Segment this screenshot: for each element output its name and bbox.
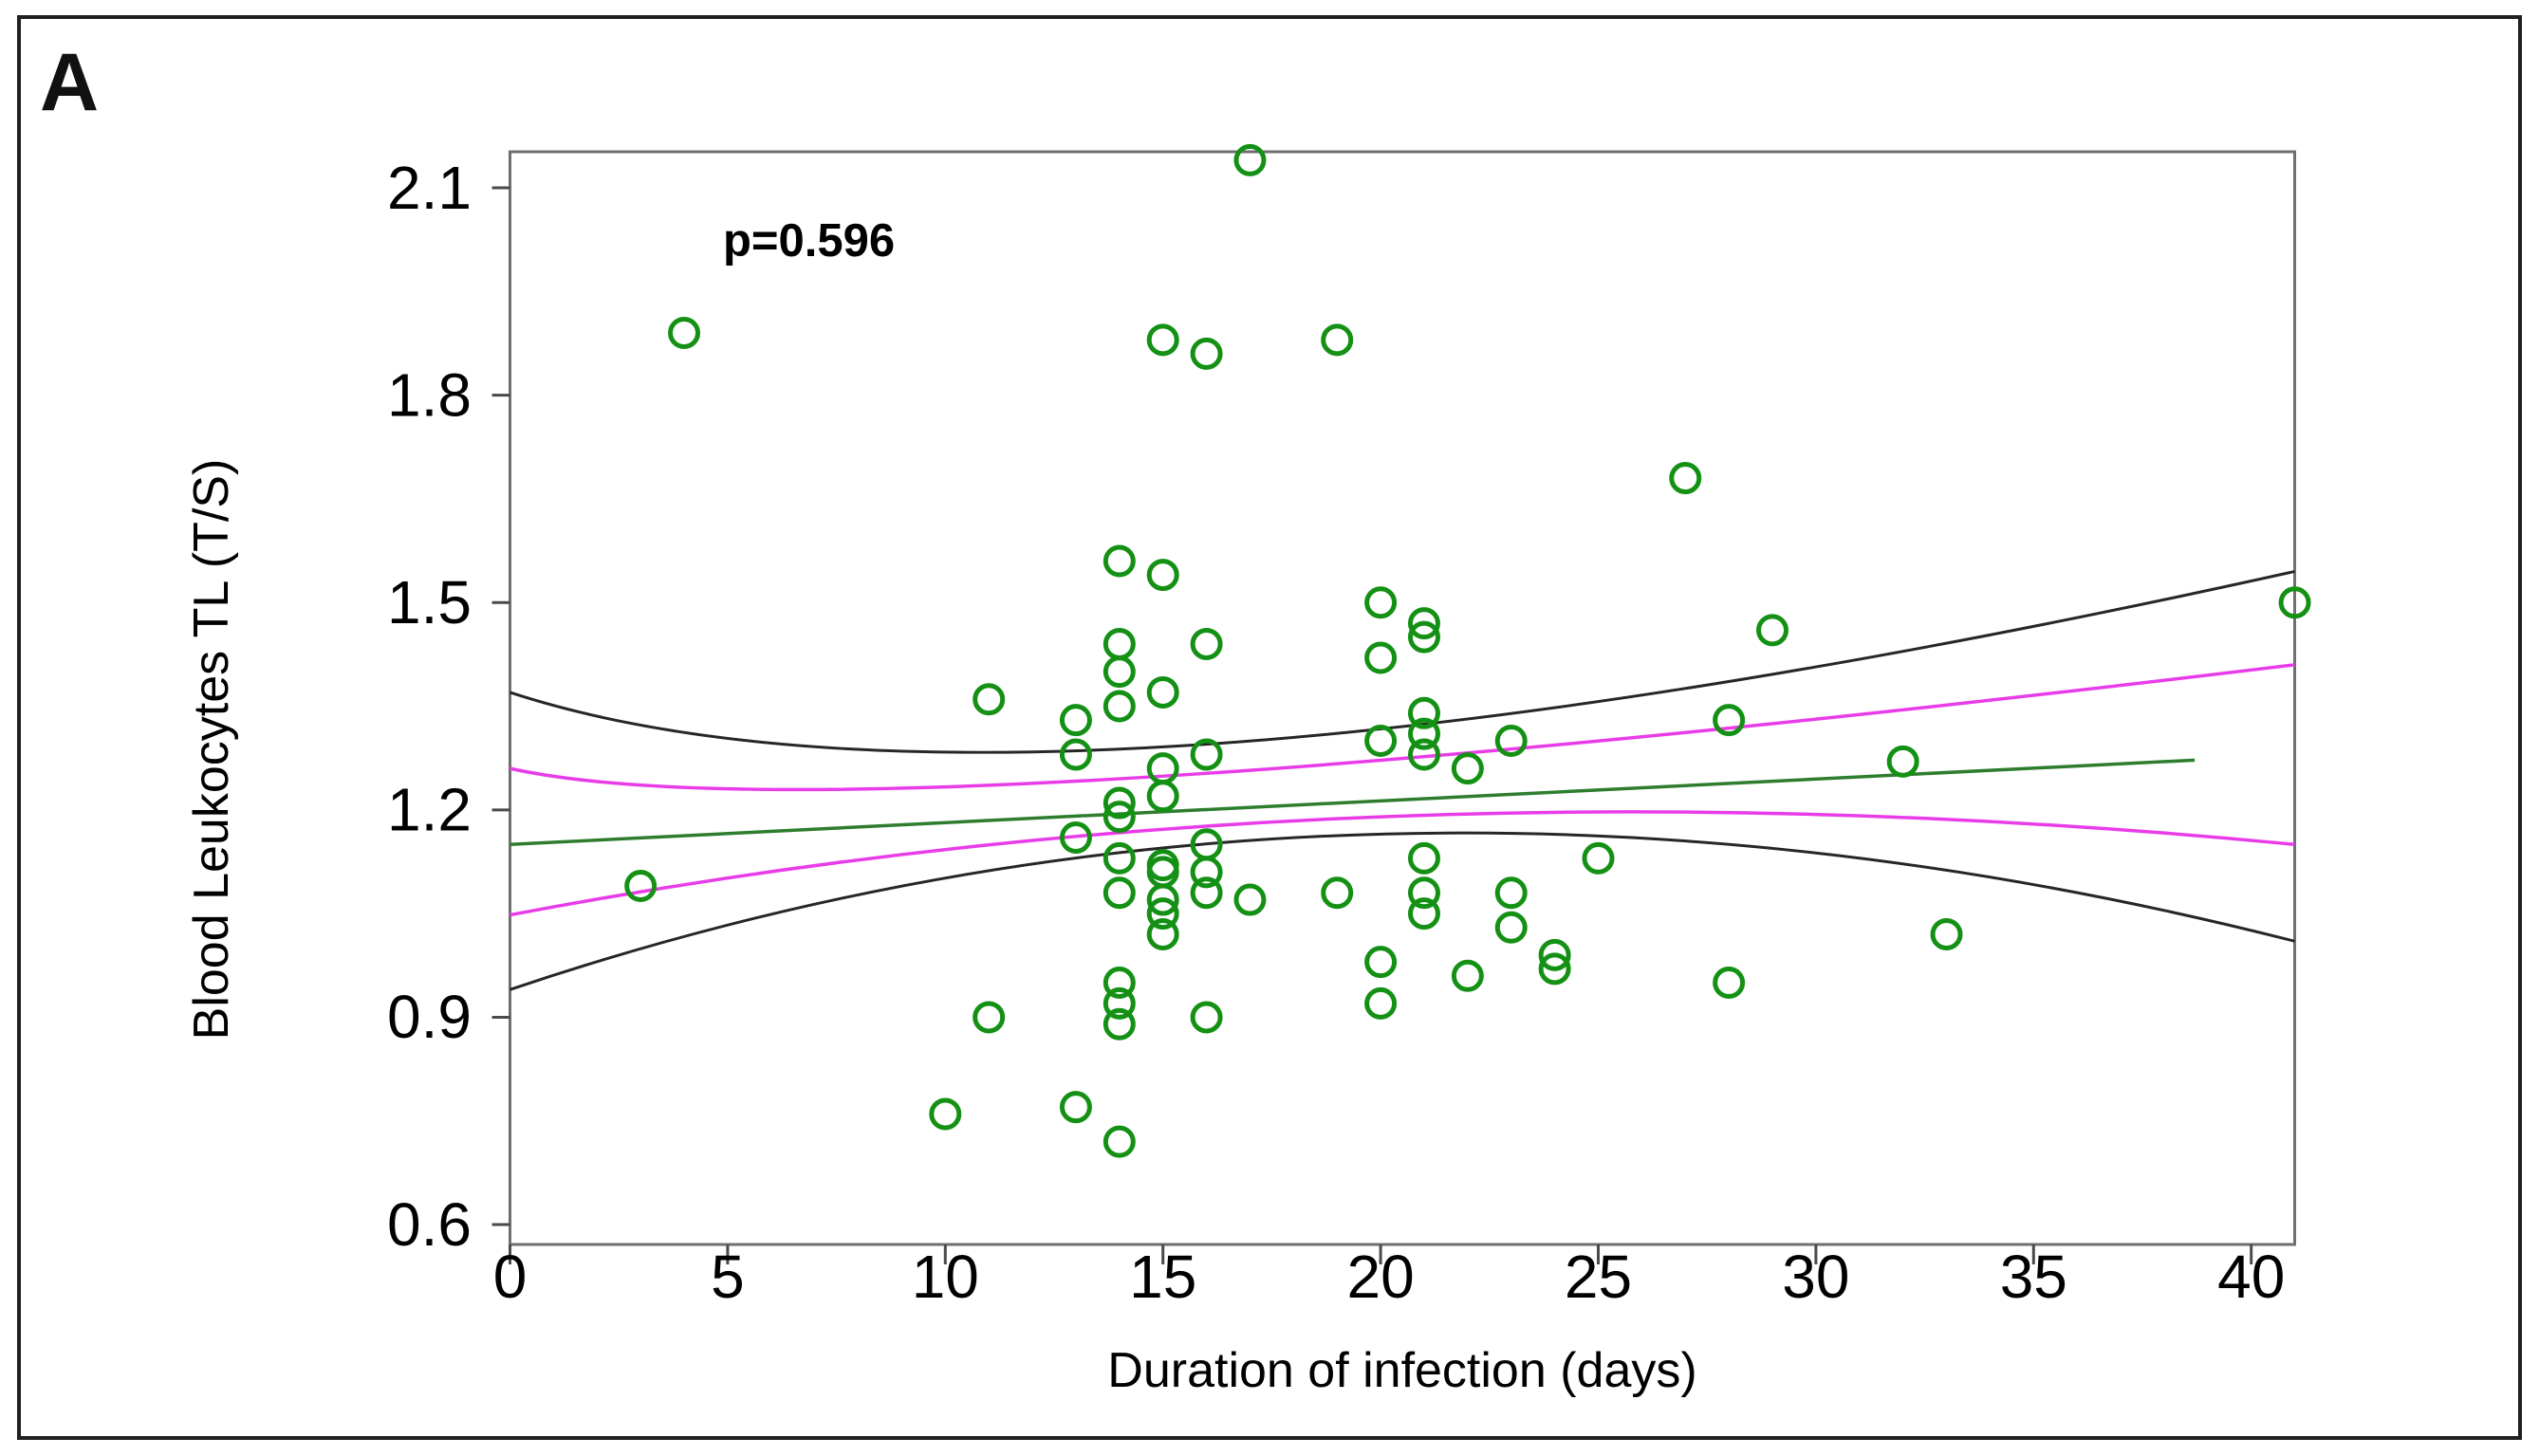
x-tick-label: 0 bbox=[493, 1243, 528, 1311]
data-point bbox=[1146, 323, 1179, 357]
data-point bbox=[1582, 841, 1615, 875]
figure-border bbox=[17, 15, 2522, 1440]
data-point bbox=[1494, 911, 1528, 944]
data-point bbox=[1103, 841, 1136, 875]
data-point bbox=[1103, 801, 1136, 834]
data-point bbox=[1451, 752, 1484, 785]
data-point bbox=[1233, 883, 1267, 916]
data-point bbox=[1146, 675, 1179, 709]
data-point bbox=[1538, 952, 1571, 986]
data-point bbox=[1103, 1007, 1136, 1041]
data-point bbox=[1364, 641, 1398, 674]
x-axis: 0 5 10 15 20 25 30 35 40 bbox=[493, 1243, 2286, 1311]
data-point bbox=[1190, 1001, 1223, 1034]
data-points bbox=[624, 143, 2311, 1158]
x-tick-label: 25 bbox=[1565, 1243, 1632, 1311]
data-point bbox=[1103, 876, 1136, 910]
data-point bbox=[1103, 967, 1136, 1000]
x-axis-title: Duration of infection (days) bbox=[1107, 1343, 1696, 1398]
data-point bbox=[1494, 724, 1528, 757]
y-tick-label: 1.5 bbox=[387, 568, 472, 636]
data-point bbox=[1059, 738, 1092, 771]
x-tick-label: 15 bbox=[1129, 1243, 1196, 1311]
x-tick-label: 20 bbox=[1347, 1243, 1415, 1311]
regression-line bbox=[510, 758, 2196, 847]
data-point bbox=[1364, 586, 1398, 619]
data-point bbox=[973, 1001, 1006, 1034]
data-point bbox=[1059, 704, 1092, 737]
x-tick-label: 30 bbox=[1782, 1243, 1849, 1311]
data-point bbox=[624, 869, 658, 902]
data-point bbox=[1103, 690, 1136, 723]
y-tick-label: 1.8 bbox=[387, 360, 472, 429]
outer-band-lower-line bbox=[510, 831, 2295, 991]
plot-frame bbox=[509, 150, 2296, 1246]
data-point bbox=[1146, 883, 1179, 916]
x-tick-label: 40 bbox=[2217, 1243, 2285, 1311]
data-point bbox=[1190, 738, 1223, 771]
data-point bbox=[1321, 876, 1354, 910]
data-point bbox=[1407, 620, 1440, 654]
data-point bbox=[1190, 856, 1223, 889]
data-point bbox=[1407, 696, 1440, 729]
data-point bbox=[1669, 462, 1702, 495]
data-point bbox=[1407, 607, 1440, 640]
data-point bbox=[668, 317, 701, 350]
data-point bbox=[1321, 323, 1354, 357]
data-point bbox=[1190, 876, 1223, 910]
data-point bbox=[1103, 786, 1136, 820]
data-point bbox=[1233, 143, 1267, 176]
data-point bbox=[1364, 946, 1398, 979]
data-point bbox=[1451, 959, 1484, 992]
data-point bbox=[1407, 738, 1440, 771]
data-point bbox=[1494, 876, 1528, 910]
y-axis-title: Blood Leukocytes TL (T/S) bbox=[184, 459, 239, 1041]
panel-label: A bbox=[40, 37, 100, 128]
confidence-band-upper-line bbox=[510, 663, 2295, 792]
data-point bbox=[1713, 704, 1746, 737]
data-point bbox=[1146, 752, 1179, 785]
outer-band-upper-line bbox=[510, 569, 2295, 754]
x-tick-label: 10 bbox=[912, 1243, 979, 1311]
data-point bbox=[1146, 559, 1179, 592]
data-point bbox=[1886, 745, 1919, 778]
data-point bbox=[1538, 938, 1571, 971]
data-point bbox=[1407, 841, 1440, 875]
data-point bbox=[1756, 614, 1789, 647]
data-point bbox=[1364, 986, 1398, 1020]
data-point bbox=[1364, 724, 1398, 757]
y-axis: 0.6 0.9 1.2 1.5 1.8 2.1 bbox=[387, 154, 510, 1259]
x-tick-label: 35 bbox=[2000, 1243, 2067, 1311]
data-point bbox=[1146, 897, 1179, 931]
data-point bbox=[1103, 544, 1136, 578]
data-point bbox=[1190, 337, 1223, 370]
data-point bbox=[929, 1097, 962, 1131]
data-point bbox=[1146, 780, 1179, 813]
data-point bbox=[1930, 917, 1963, 950]
y-tick-label: 2.1 bbox=[387, 154, 472, 222]
y-tick-label: 0.6 bbox=[387, 1190, 472, 1259]
confidence-band-lower-line bbox=[510, 810, 2295, 917]
p-value-annotation: p=0.596 bbox=[723, 215, 896, 267]
data-point bbox=[1407, 876, 1440, 910]
data-point bbox=[973, 683, 1006, 716]
data-point bbox=[1103, 627, 1136, 660]
y-tick-label: 1.2 bbox=[387, 776, 472, 844]
data-point bbox=[1059, 1091, 1092, 1124]
data-point bbox=[1407, 717, 1440, 750]
data-point bbox=[1103, 655, 1136, 689]
x-tick-label: 5 bbox=[711, 1243, 745, 1311]
data-point bbox=[1190, 627, 1223, 660]
data-point bbox=[1103, 1125, 1136, 1158]
data-point bbox=[1146, 917, 1179, 950]
y-tick-label: 0.9 bbox=[387, 983, 472, 1051]
data-point bbox=[1059, 820, 1092, 854]
data-point bbox=[2278, 586, 2311, 619]
data-point bbox=[1103, 986, 1136, 1020]
data-point bbox=[1407, 897, 1440, 931]
data-point bbox=[1713, 967, 1746, 1000]
